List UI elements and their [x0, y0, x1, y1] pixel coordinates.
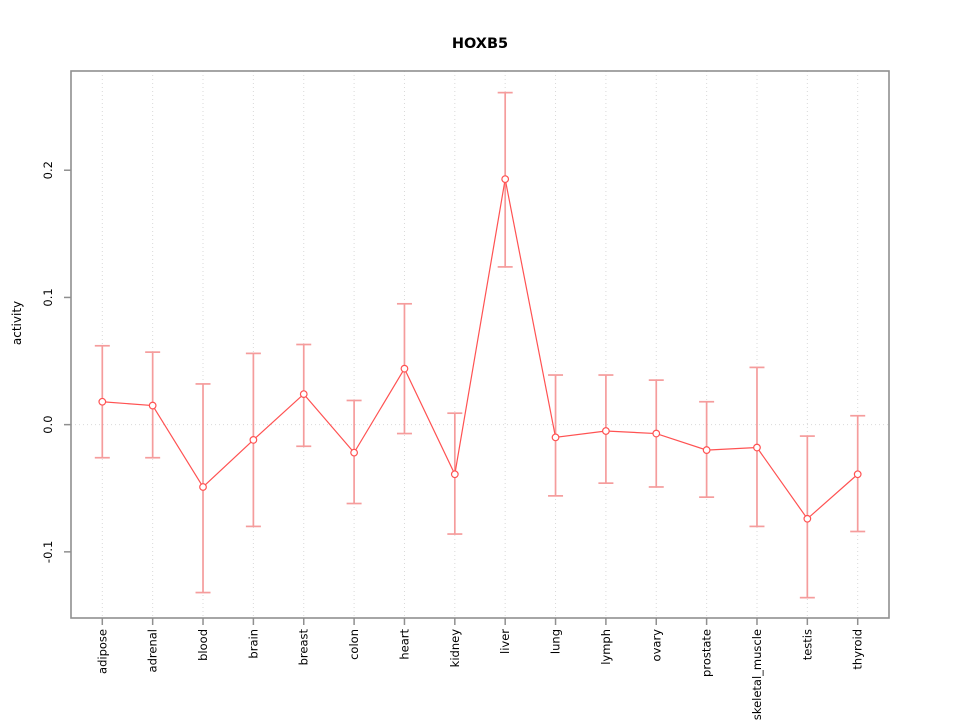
data-point-adrenal: [148, 401, 157, 410]
data-point-breast: [299, 390, 308, 399]
data-point-lymph: [602, 427, 610, 435]
data-point-blood: [199, 483, 207, 491]
y-axis-title: activity: [10, 301, 24, 345]
x-tick-label-adrenal: adrenal: [146, 629, 160, 672]
data-point-brain: [249, 436, 258, 444]
data-point-colon: [350, 448, 359, 457]
data-point-heart: [400, 364, 409, 373]
y-tick-label-0.0: 0.0: [41, 415, 55, 433]
x-tick-label-skeletal_muscle: skeletal_muscle: [750, 629, 764, 720]
series-line: [102, 179, 859, 520]
x-tick-label-kidney: kidney: [448, 629, 462, 668]
data-point-liver: [501, 175, 510, 184]
y-tick-label--0.1: -0.1: [41, 541, 55, 563]
x-tick-label-testis: testis: [800, 629, 814, 660]
y-tick-label-0.2: 0.2: [41, 161, 55, 179]
data-point-adipose: [98, 397, 107, 406]
plot-box: [70, 70, 890, 619]
x-tick-label-liver: liver: [498, 629, 512, 654]
y-tick-label-0.1: 0.1: [41, 288, 55, 306]
x-tick-label-blood: blood: [196, 629, 210, 661]
x-tick-label-brain: brain: [246, 629, 260, 659]
data-point-kidney: [450, 470, 459, 479]
data-point-thyroid: [853, 470, 862, 479]
chart-title: HOXB5: [452, 36, 508, 52]
x-tick-label-heart: heart: [397, 629, 411, 660]
x-tick-label-lymph: lymph: [599, 629, 613, 665]
x-tick-label-breast: breast: [297, 629, 311, 666]
data-point-prostate: [702, 446, 711, 454]
data-point-ovary: [652, 429, 661, 438]
x-tick-label-lung: lung: [549, 629, 563, 654]
x-tick-label-ovary: ovary: [649, 629, 663, 662]
x-tick-label-thyroid: thyroid: [851, 629, 865, 670]
x-tick-label-colon: colon: [347, 629, 361, 660]
data-point-testis: [803, 514, 812, 523]
data-point-skeletal_muscle: [753, 443, 761, 452]
x-tick-label-adipose: adipose: [95, 629, 109, 674]
x-tick-label-prostate: prostate: [700, 629, 714, 677]
data-point-lung: [551, 433, 560, 442]
plot-area: -0.1 0.0 0.1 0.2 adipose adrenal blood brain bre…: [41, 70, 890, 720]
